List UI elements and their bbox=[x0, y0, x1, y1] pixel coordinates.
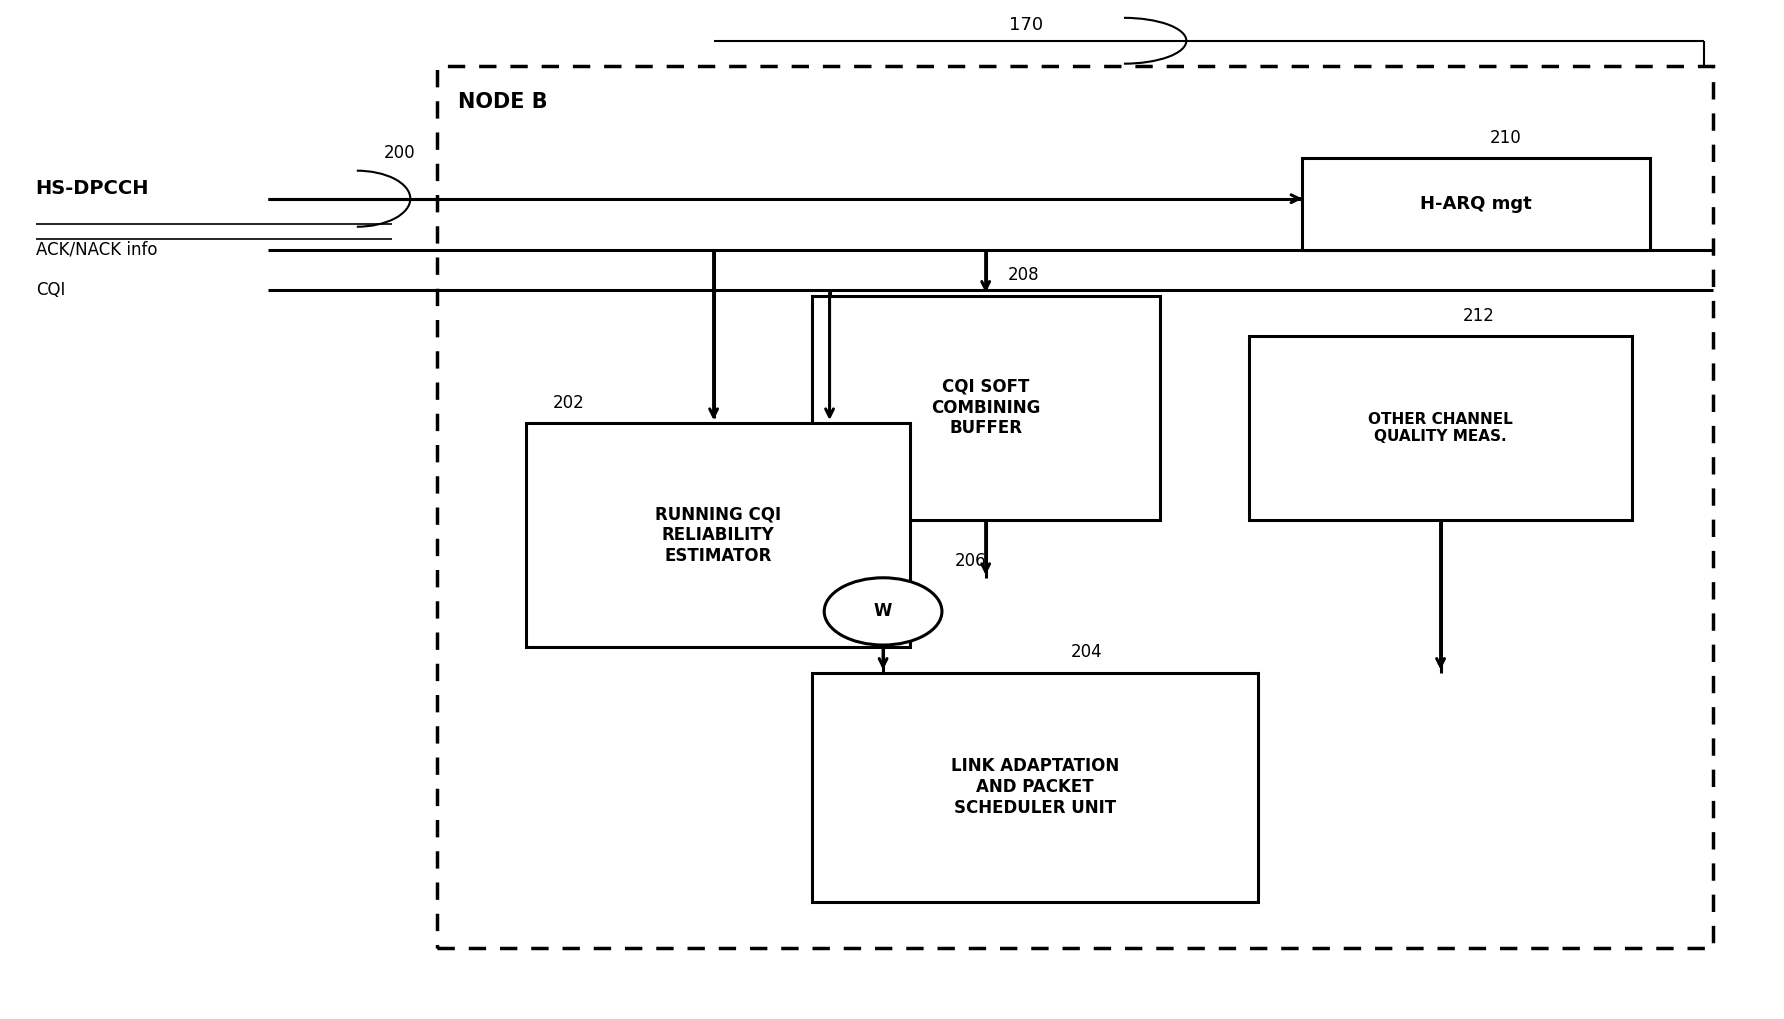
Text: NODE B: NODE B bbox=[458, 92, 548, 112]
Text: 170: 170 bbox=[1008, 16, 1044, 35]
Text: 208: 208 bbox=[1008, 266, 1040, 284]
Bar bbox=[812, 673, 1258, 902]
Text: LINK ADAPTATION
AND PACKET
SCHEDULER UNIT: LINK ADAPTATION AND PACKET SCHEDULER UNI… bbox=[951, 757, 1119, 817]
Text: RUNNING CQI
RELIABILITY
ESTIMATOR: RUNNING CQI RELIABILITY ESTIMATOR bbox=[655, 505, 781, 565]
Bar bbox=[526, 423, 910, 647]
Bar bbox=[1302, 158, 1650, 250]
Bar bbox=[812, 296, 1160, 520]
Text: 210: 210 bbox=[1490, 128, 1522, 147]
Text: 202: 202 bbox=[553, 393, 585, 412]
Text: CQI: CQI bbox=[36, 281, 64, 300]
Text: 206: 206 bbox=[954, 551, 987, 570]
Text: H-ARQ mgt: H-ARQ mgt bbox=[1420, 195, 1532, 213]
Text: 200: 200 bbox=[384, 144, 416, 162]
Text: 204: 204 bbox=[1070, 643, 1103, 661]
Text: CQI SOFT
COMBINING
BUFFER: CQI SOFT COMBINING BUFFER bbox=[931, 378, 1040, 437]
Bar bbox=[1249, 336, 1632, 520]
Text: OTHER CHANNEL
QUALITY MEAS.: OTHER CHANNEL QUALITY MEAS. bbox=[1368, 412, 1513, 444]
Circle shape bbox=[824, 578, 942, 645]
Text: W: W bbox=[874, 602, 892, 621]
Text: HS-DPCCH: HS-DPCCH bbox=[36, 179, 150, 198]
Text: 212: 212 bbox=[1463, 307, 1495, 325]
FancyBboxPatch shape bbox=[437, 66, 1713, 948]
Text: ACK/NACK info: ACK/NACK info bbox=[36, 240, 157, 259]
